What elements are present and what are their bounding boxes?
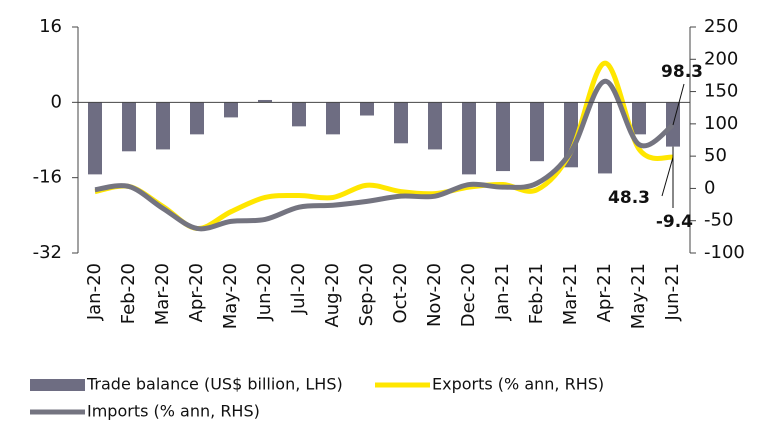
x-tick-label: Jan-21 xyxy=(492,263,513,321)
y2-tick-label: 250 xyxy=(704,16,738,37)
y2-tick-label: 150 xyxy=(704,81,738,102)
leader xyxy=(672,83,685,126)
x-tick-label: Jul-20 xyxy=(288,263,309,315)
x-tick-label: Jun-20 xyxy=(254,263,275,322)
x-tick-label: Nov-20 xyxy=(424,263,445,327)
bar xyxy=(88,102,102,175)
y2-tick-label: 0 xyxy=(704,177,715,198)
bar xyxy=(462,102,476,175)
y2-tick-label: 100 xyxy=(704,113,738,134)
x-tick-label: May-21 xyxy=(628,263,649,329)
y2-tick-label: -100 xyxy=(704,242,745,263)
x-tick-label: Apr-21 xyxy=(594,263,615,322)
x-tick-label: May-20 xyxy=(220,263,241,329)
bar xyxy=(156,102,170,150)
y-tick-label: -16 xyxy=(33,167,62,188)
bar xyxy=(224,102,238,118)
x-tick-label: Sep-20 xyxy=(356,263,377,326)
line xyxy=(94,60,674,231)
bar xyxy=(292,102,306,127)
bar xyxy=(190,102,204,135)
legend-label: Exports (% ann, RHS) xyxy=(432,375,604,394)
x-tick-label: Jun-21 xyxy=(662,263,683,322)
bar xyxy=(428,102,442,150)
leader xyxy=(661,157,674,197)
annotation: 48.3 xyxy=(608,188,650,208)
line xyxy=(94,78,675,232)
bar xyxy=(530,102,544,162)
bar xyxy=(258,99,272,103)
legend-swatch xyxy=(30,379,85,391)
x-tick-label: Aug-20 xyxy=(322,263,343,328)
x-tick-label: Feb-21 xyxy=(526,263,547,324)
x-tick-label: Jan-20 xyxy=(84,263,105,321)
legend-label: Imports (% ann, RHS) xyxy=(87,402,260,421)
y-tick-label: 0 xyxy=(51,91,62,112)
bar xyxy=(360,102,374,116)
bar xyxy=(564,102,578,168)
bar xyxy=(632,102,646,135)
y2-tick-label: 200 xyxy=(704,48,738,69)
x-tick-label: Apr-20 xyxy=(186,263,207,322)
bar xyxy=(326,102,340,135)
y2-tick-label: 50 xyxy=(704,145,727,166)
annotation: -9.4 xyxy=(656,212,693,232)
x-tick-label: Mar-21 xyxy=(560,263,581,325)
bar xyxy=(394,102,408,144)
bar xyxy=(122,102,136,152)
x-tick-label: Dec-20 xyxy=(458,263,479,327)
x-tick-label: Feb-20 xyxy=(118,263,139,324)
y-tick-label: 16 xyxy=(39,16,62,37)
bar xyxy=(496,102,510,172)
bar xyxy=(598,102,612,174)
x-tick-label: Oct-20 xyxy=(390,263,411,324)
y-tick-label: -32 xyxy=(33,242,62,263)
legend-label: Trade balance (US$ billion, LHS) xyxy=(86,375,343,394)
x-tick-label: Mar-20 xyxy=(152,263,173,325)
annotation: 98.3 xyxy=(661,62,703,82)
y2-tick-label: -50 xyxy=(704,210,733,231)
